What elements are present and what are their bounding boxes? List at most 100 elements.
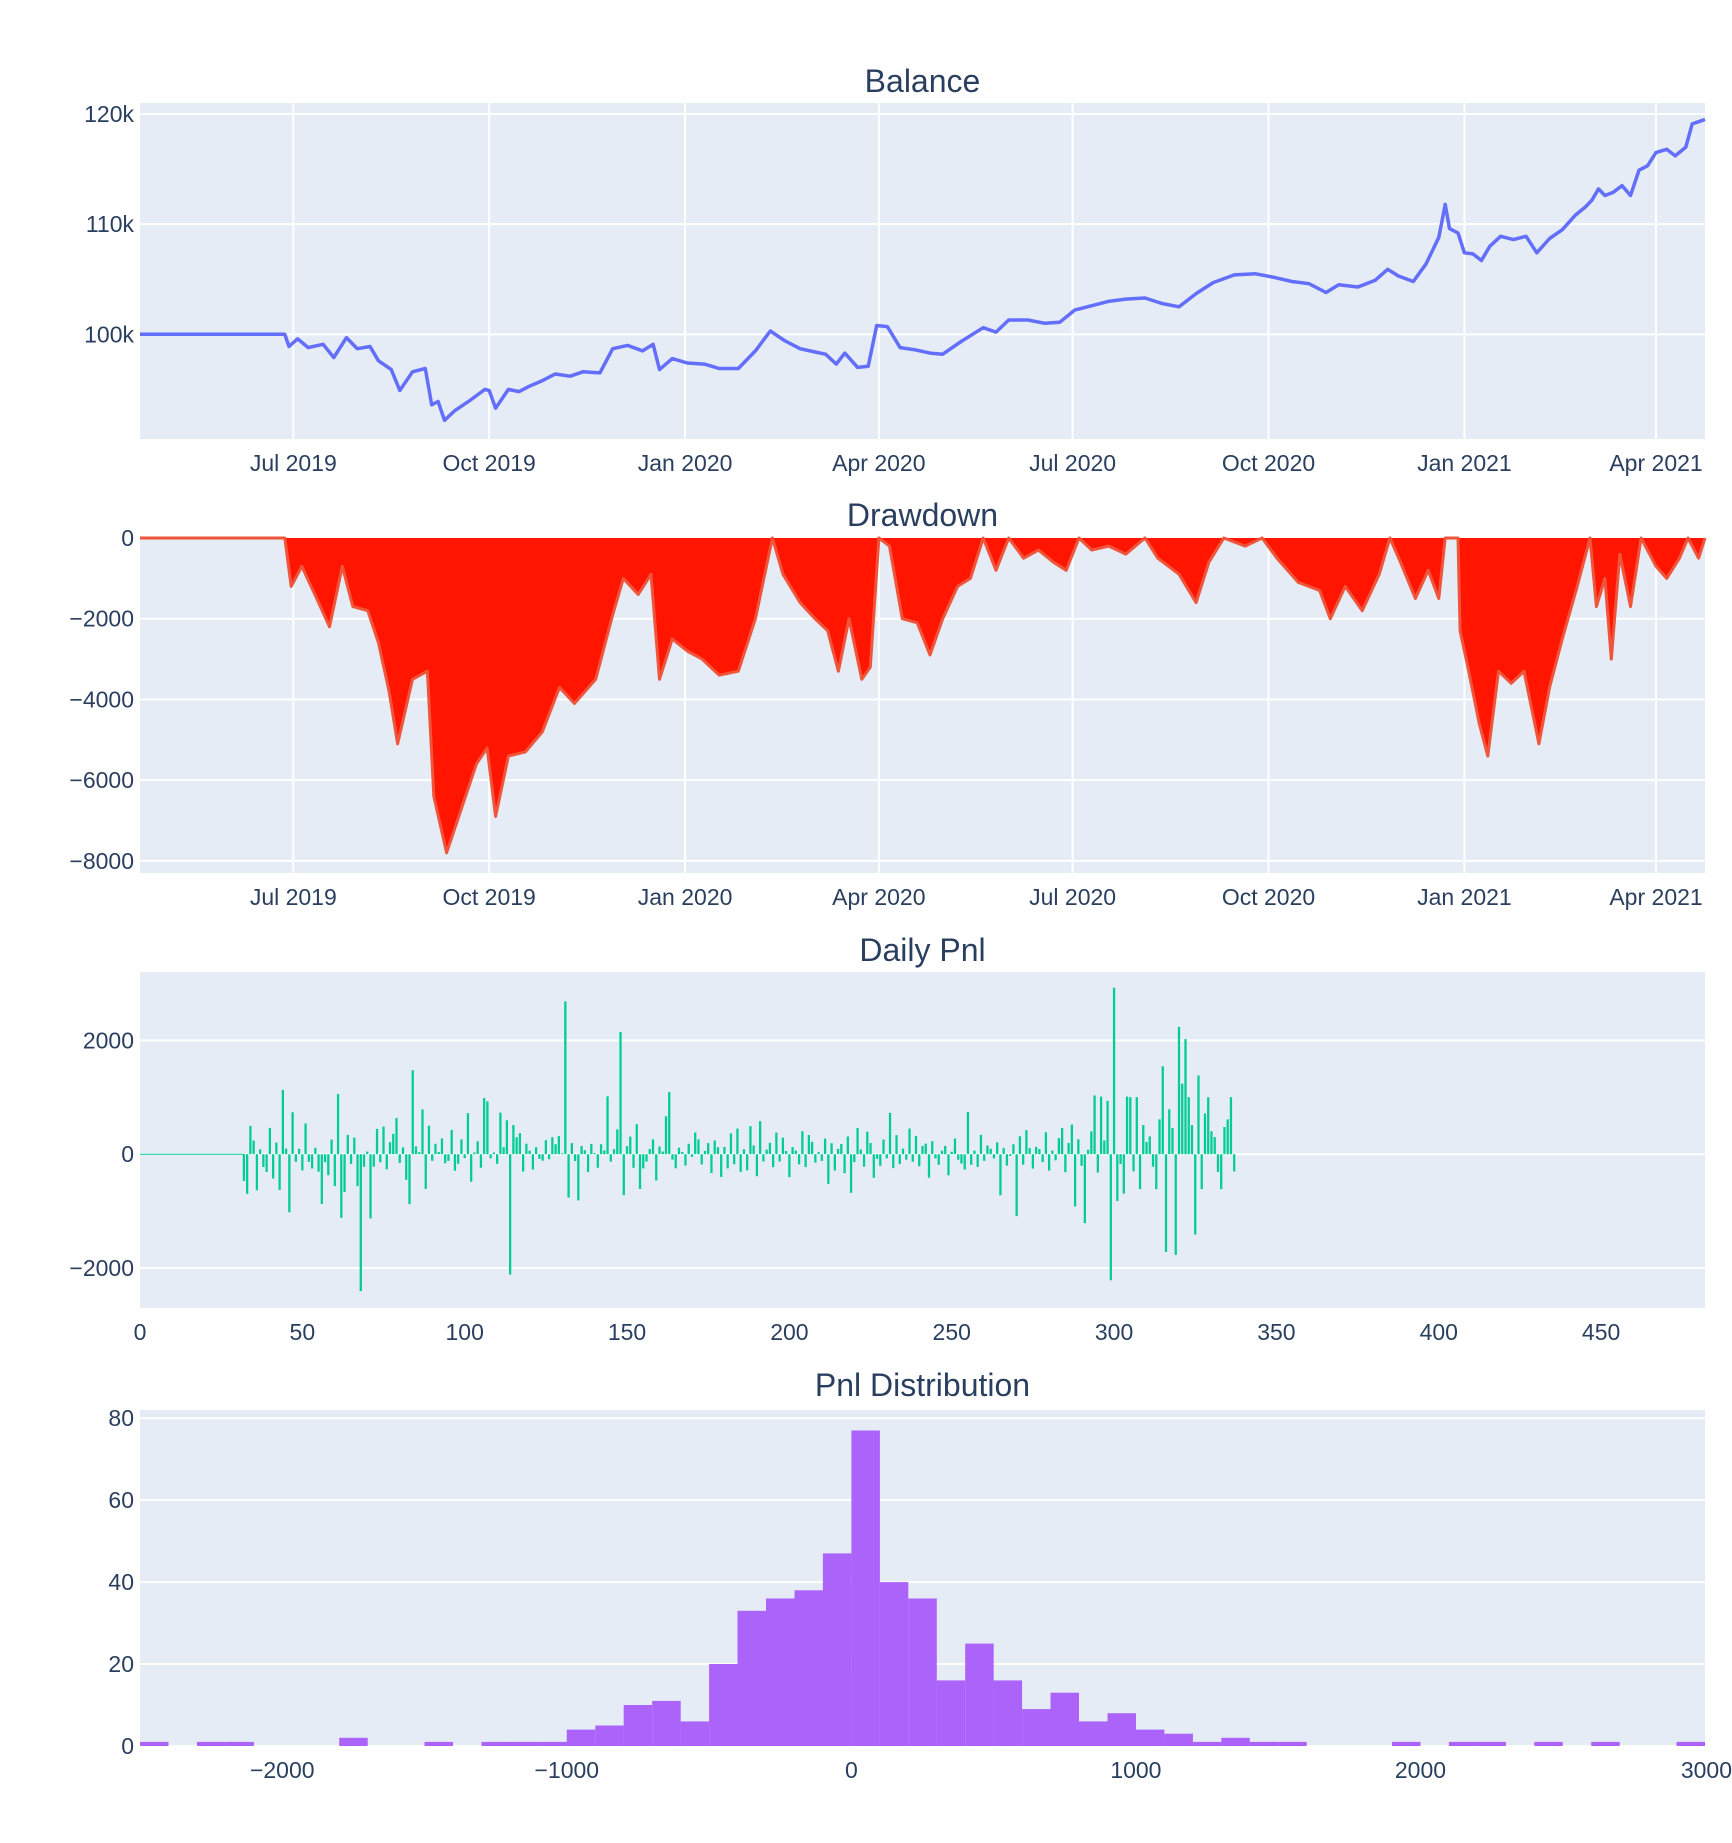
pnl-bar <box>317 1154 320 1172</box>
pnl-bar <box>632 1154 635 1168</box>
pnl-bar <box>986 1145 989 1155</box>
histogram-bar <box>1392 1741 1421 1746</box>
pnl-bar <box>1161 1066 1164 1155</box>
pnl-bar <box>330 1139 333 1155</box>
histogram-bar <box>623 1705 653 1746</box>
pnl-bar <box>752 1145 755 1155</box>
pnl-bar <box>414 1146 418 1155</box>
pnl-bar <box>1171 1127 1174 1155</box>
x-tick-label: Oct 2020 <box>1222 450 1315 476</box>
histogram-bar <box>709 1664 738 1746</box>
pnl-bar <box>538 1154 541 1159</box>
pnl-bar <box>918 1154 921 1167</box>
pnl-bar <box>638 1154 642 1189</box>
daily-pnl-subplot: 0 50 100 150 200 250 300 350 400 450 2000 0 −2000 D… <box>69 932 1705 1345</box>
histogram-bar <box>879 1582 909 1746</box>
histogram-bar <box>339 1737 368 1746</box>
pnl-bar <box>966 1112 970 1155</box>
pnl-bar <box>288 1154 291 1213</box>
pnl-bar <box>1213 1137 1216 1155</box>
pnl-bar <box>421 1109 424 1155</box>
histogram-bar <box>509 1741 539 1746</box>
y-tick-label: −8000 <box>69 848 134 874</box>
histogram-bar <box>481 1741 510 1746</box>
pnl-bar <box>593 1153 596 1155</box>
x-tick-label: Jul 2020 <box>1029 450 1116 476</box>
pnl-bar <box>457 1154 460 1164</box>
pnl-bar <box>489 1154 492 1159</box>
pnl-bar <box>1220 1154 1223 1190</box>
drawdown-x-ticks: Jul 2019 Oct 2019 Jan 2020 Apr 2020 Jul 2020… <box>250 884 1703 910</box>
pnl-bar <box>703 1150 707 1155</box>
pnl-bar <box>619 1032 622 1155</box>
pnl-bar <box>509 1154 512 1275</box>
pnl-bar <box>759 1121 762 1155</box>
pnl-bar <box>496 1154 499 1164</box>
pnl-bar <box>781 1137 785 1155</box>
x-tick-label: Oct 2020 <box>1222 884 1315 910</box>
pnl-bar <box>849 1154 853 1193</box>
pnl-bar <box>1038 1149 1041 1155</box>
pnl-bar <box>1187 1097 1190 1155</box>
pnl-bar <box>742 1149 746 1155</box>
pnl-bar <box>388 1142 392 1155</box>
pnl-bar <box>801 1131 804 1155</box>
pnl-bar <box>739 1154 742 1172</box>
pnl-bar <box>544 1140 547 1155</box>
pnl-bar <box>677 1147 681 1155</box>
pnl-bar <box>463 1154 466 1159</box>
pnl-bar <box>755 1154 759 1177</box>
pnl-bar <box>645 1154 648 1162</box>
pnl-bar <box>1200 1154 1203 1190</box>
pnl-bar <box>1054 1154 1057 1161</box>
pnl-bar <box>1210 1131 1213 1155</box>
pnl-bar <box>541 1154 544 1161</box>
pnl-bar <box>1135 1097 1138 1155</box>
pnl-bar <box>784 1151 788 1155</box>
x-tick-label: Jan 2021 <box>1417 450 1512 476</box>
pnl-bar <box>905 1154 908 1160</box>
y-tick-label: 20 <box>108 1651 134 1677</box>
pnl-bar <box>528 1150 531 1155</box>
pnl-bar <box>700 1154 703 1165</box>
pnl-bar <box>635 1124 638 1155</box>
daily-pnl-plot-area <box>140 972 1705 1308</box>
balance-title: Balance <box>865 63 981 99</box>
pnl-bar <box>405 1154 408 1180</box>
pnl-bar <box>651 1139 655 1155</box>
pnl-bar <box>765 1149 768 1155</box>
pnl-bar <box>586 1154 590 1173</box>
y-tick-label: 0 <box>121 1141 134 1167</box>
pnl-bar <box>875 1154 879 1159</box>
pnl-bar <box>440 1138 444 1155</box>
pnl-bar <box>401 1147 405 1155</box>
pnl-bar <box>366 1151 369 1155</box>
pnl-bar <box>927 1154 931 1178</box>
pnl-bar <box>885 1154 888 1159</box>
x-tick-label: Apr 2020 <box>832 884 925 910</box>
pnl-bar <box>1044 1132 1048 1155</box>
pnl-bar <box>447 1154 450 1161</box>
pnl-bar <box>583 1150 586 1155</box>
pnl-bar <box>1002 1148 1005 1155</box>
daily-pnl-x-ticks: 0 50 100 150 200 250 300 350 400 450 <box>134 1319 1621 1345</box>
pnl-bar <box>836 1148 840 1155</box>
pnl-bar <box>947 1154 950 1176</box>
histogram-bar <box>652 1700 681 1746</box>
x-tick-label: 250 <box>933 1319 971 1345</box>
pnl-bar <box>434 1143 437 1155</box>
pnl-bar <box>281 1089 284 1155</box>
pnl-bar <box>603 1150 606 1155</box>
pnl-bar <box>996 1142 999 1155</box>
histogram-bar <box>1249 1741 1279 1746</box>
pnl-bar <box>460 1139 463 1155</box>
pnl-bar <box>648 1149 651 1155</box>
pnl-bar <box>284 1148 288 1155</box>
histogram-bar <box>737 1610 766 1746</box>
pnl-bar <box>320 1154 323 1204</box>
x-tick-label: Oct 2019 <box>443 884 536 910</box>
pnl-bar <box>518 1133 522 1155</box>
pnl-bar <box>830 1143 833 1155</box>
pnl-bar <box>1047 1154 1051 1171</box>
